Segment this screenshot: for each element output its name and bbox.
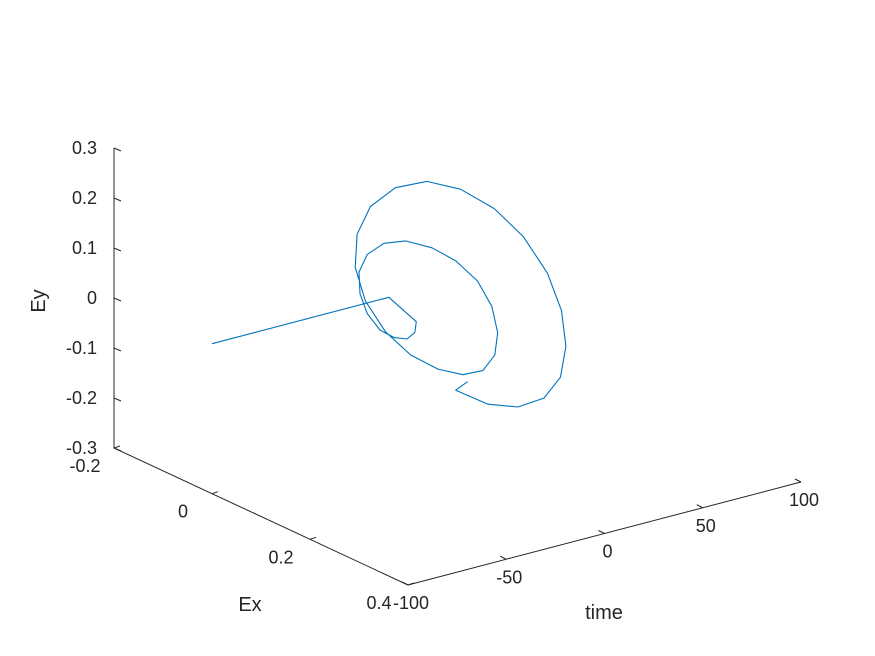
ey-tick-label: 0.1 [72, 238, 97, 258]
time-tick [401, 581, 409, 586]
ey-tick [113, 147, 122, 152]
ex-tick-label: 0.4 [366, 593, 391, 613]
ey-tick-label: 0 [87, 288, 97, 308]
ex-tick [211, 491, 219, 495]
ex-tick-label: 0.2 [268, 547, 293, 567]
time-tick-label: 50 [696, 516, 716, 536]
tick-labels: -100-50050100-0.200.20.4-0.3-0.2-0.100.1… [66, 138, 819, 613]
x-axis-label: time [585, 602, 623, 624]
time-tick [500, 555, 507, 560]
time-tick-label: 100 [789, 490, 819, 510]
z-axis-label: Ey [28, 289, 50, 312]
time-tick [794, 478, 802, 483]
ey-tick [113, 197, 122, 202]
ey-tick [113, 347, 122, 352]
time-tick-label: -50 [496, 567, 522, 587]
time-tick-label: -100 [393, 593, 429, 613]
ey-tick [113, 297, 122, 302]
ex-tick-label: -0.2 [69, 456, 100, 476]
ex-axis-line [113, 447, 409, 586]
ey-tick-label: -0.1 [66, 338, 97, 358]
plot-area [211, 180, 567, 408]
ey-tick-label: 0.3 [72, 138, 97, 158]
ey-tick [113, 397, 122, 402]
y-axis-label: Ex [238, 594, 261, 616]
ex-tick [309, 536, 317, 540]
ex-tick [113, 445, 121, 449]
series-line [211, 180, 567, 408]
ey-tick-label: 0.2 [72, 188, 97, 208]
time-tick-label: 0 [602, 542, 612, 562]
ey-tick-label: -0.2 [66, 388, 97, 408]
ey-tick [113, 447, 122, 452]
ex-tick [407, 582, 415, 586]
time-tick [598, 530, 605, 534]
ey-tick-label: -0.3 [66, 438, 97, 458]
ex-tick-label: 0 [178, 502, 188, 522]
time-tick [696, 504, 703, 509]
ey-tick [113, 247, 122, 252]
tick-marks [113, 147, 802, 586]
